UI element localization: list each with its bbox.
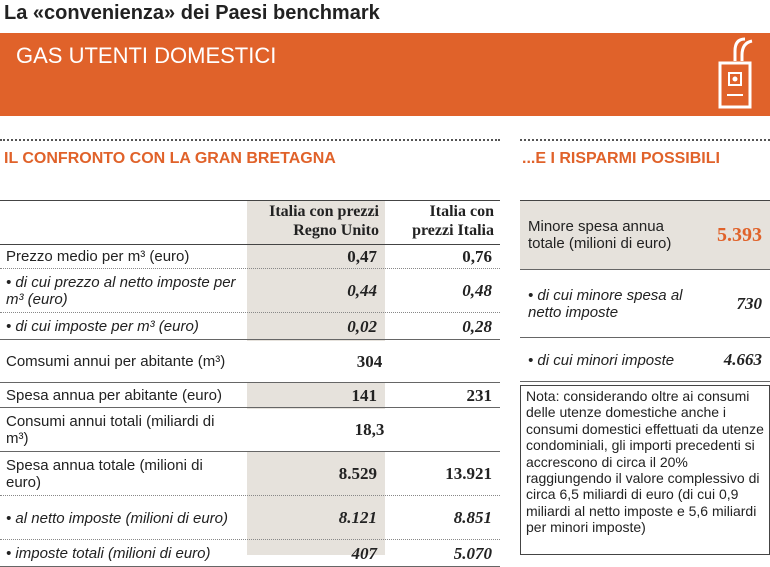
row-line: [0, 268, 500, 269]
row-label: Comsumi annui per abitante (m³): [6, 353, 226, 370]
highlight-bg: [520, 201, 770, 269]
row-label: • imposte totali (milioni di euro): [6, 545, 211, 562]
row-label: • di cui prezzo al netto imposte per m³ …: [6, 274, 236, 308]
row-line: [0, 451, 500, 452]
cell-value: 8.121: [338, 508, 377, 527]
row-label: • di cui imposte per m³ (euro): [6, 318, 199, 335]
row-line: [0, 339, 500, 340]
note: Nota: considerando oltre ai consumi dell…: [520, 385, 770, 555]
row-line: [0, 312, 500, 313]
cell-value: 141: [351, 385, 378, 405]
cell-value: 0,47: [347, 246, 377, 266]
cell-value: 730: [736, 294, 763, 313]
row-label: Minore spesa annua totale (milioni di eu…: [528, 218, 672, 252]
cell-value: 0,76: [462, 246, 492, 266]
cell-value: 13.921: [445, 464, 492, 483]
cell-value: 0,48: [462, 281, 492, 300]
row-line: [0, 382, 500, 383]
row-label: • di cui minori imposte: [528, 351, 675, 369]
banner-text: GAS UTENTI DOMESTICI: [16, 43, 277, 68]
cell-value: 0,02: [347, 316, 377, 336]
cell-value: 5.070: [453, 543, 492, 563]
row-label: • di cui minore spesa al netto imposte: [528, 287, 683, 321]
cell-value: 0,44: [347, 281, 377, 300]
row-line: [520, 269, 770, 270]
left-heading: IL CONFRONTO CON LA GRAN BRETAGNA: [4, 150, 336, 167]
gas-icon: [718, 37, 753, 109]
title: La «convenienza» dei Paesi benchmark: [4, 2, 380, 24]
cell-value: 5.393: [717, 223, 762, 246]
banner: GAS UTENTI DOMESTICI: [0, 33, 770, 116]
row-line: [520, 381, 770, 382]
row-label: Spesa annua totale (milioni di euro): [6, 457, 203, 491]
cell-value: 304: [356, 351, 383, 371]
right-heading: ...E I RISPARMI POSSIBILI: [522, 150, 720, 167]
row-line: [0, 244, 500, 245]
cell-value: 407: [351, 543, 378, 563]
row-label: Consumi annui totali (miliardi di m³): [6, 413, 215, 447]
span-cell: [247, 409, 500, 451]
span-cell: [247, 341, 500, 382]
column-header: Italia con prezzi Italia: [412, 203, 494, 239]
cell-value: 8.529: [338, 464, 377, 483]
row-line: [0, 495, 500, 496]
cell-value: 8.851: [453, 508, 492, 527]
row-line: [520, 337, 770, 338]
cell-value: 0,28: [462, 316, 492, 336]
cell-value: 18,3: [354, 420, 385, 439]
row-label: • al netto imposte (milioni di euro): [6, 509, 229, 527]
divider: [520, 139, 770, 141]
row-line: [0, 407, 500, 408]
divider: [0, 139, 500, 141]
header-line: [0, 200, 500, 201]
row-label: Spesa annua per abitante (euro): [6, 387, 222, 404]
cell-value: 4.663: [723, 350, 762, 369]
row-line: [0, 539, 500, 540]
row-label: Prezzo medio per m³ (euro): [6, 248, 190, 265]
column-header: Italia con prezzi Regno Unito: [269, 203, 379, 239]
cell-value: 231: [466, 385, 493, 405]
header-line: [520, 200, 770, 201]
